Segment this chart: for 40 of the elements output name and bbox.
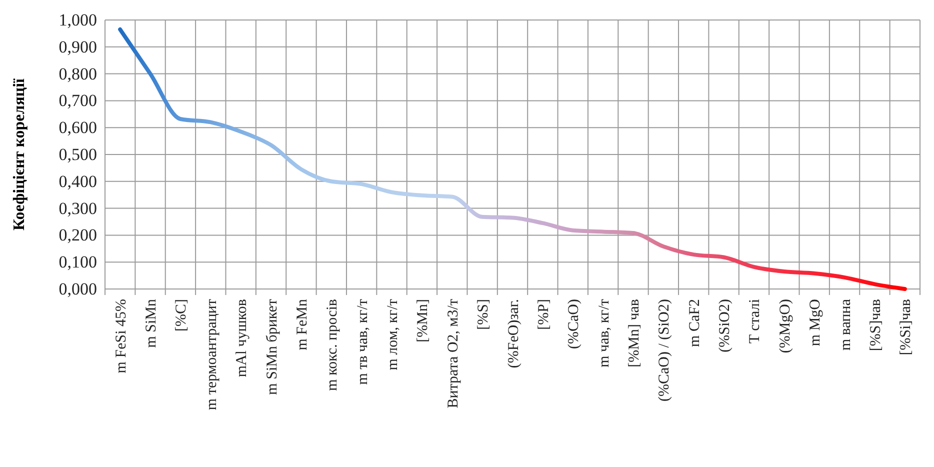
x-tick-label: (%SiO2) xyxy=(717,298,734,352)
y-tick-label: 0,900 xyxy=(58,37,97,56)
x-tick-label: m MgO xyxy=(808,298,824,346)
x-tick-label: [%S]чав xyxy=(868,299,884,352)
y-tick-label: 0,100 xyxy=(58,252,97,272)
x-tick-label: mAl чушков xyxy=(234,299,250,378)
y-tick-label: 0,300 xyxy=(58,198,97,218)
x-tick-label: m FeSi 45% xyxy=(113,299,130,374)
x-tick-label: m SiMn брикет xyxy=(264,298,280,395)
x-tick-label: (%CaO) xyxy=(566,299,582,349)
y-tick-label: 0,600 xyxy=(58,118,97,138)
x-tick-label: m FeMn xyxy=(294,298,310,350)
x-tick-label: m чав, кг/т xyxy=(596,298,612,368)
x-tick-label: m CaF2 xyxy=(686,299,703,347)
x-tick-label: [%C] xyxy=(174,299,190,332)
x-tick-label: (%CaO) / (SiO2) xyxy=(656,299,673,402)
x-tick-label: [%P] xyxy=(536,299,552,330)
x-tick-label: m термоантрацит xyxy=(204,298,220,410)
x-tick-label: T сталі xyxy=(747,299,764,344)
x-tick-label: m SiMn xyxy=(144,298,160,348)
y-tick-label: 0,500 xyxy=(58,144,97,164)
y-axis-title: Коефіцієнт кореляції xyxy=(11,78,28,231)
x-tick-label: [%Mn] чав xyxy=(626,299,642,368)
y-tick-label: 0,400 xyxy=(58,172,97,191)
x-tick-label: [%S] xyxy=(476,299,492,330)
x-tick-label: m кокс. просів xyxy=(324,299,341,391)
x-tick-label: m вапна xyxy=(838,298,854,350)
x-tick-label: m лом, кг/т xyxy=(385,298,402,370)
y-tick-label: 1,000 xyxy=(58,10,97,30)
x-tick-label: [%Si]чав xyxy=(898,299,914,356)
x-tick-label: [%Mn] xyxy=(415,299,432,342)
x-tick-label: (%FeO)заг. xyxy=(506,299,522,368)
x-tick-label: Витрата О2, м3/т xyxy=(445,298,462,408)
y-tick-label: 0,000 xyxy=(58,279,97,298)
y-tick-label: 0,800 xyxy=(58,64,97,84)
line-series xyxy=(118,27,907,291)
x-tick-label: (%MgO) xyxy=(777,298,794,354)
y-tick-label: 0,200 xyxy=(58,226,97,245)
y-tick-label: 0,700 xyxy=(58,91,97,110)
x-tick-label: m тв чав, кг/т xyxy=(354,298,371,385)
